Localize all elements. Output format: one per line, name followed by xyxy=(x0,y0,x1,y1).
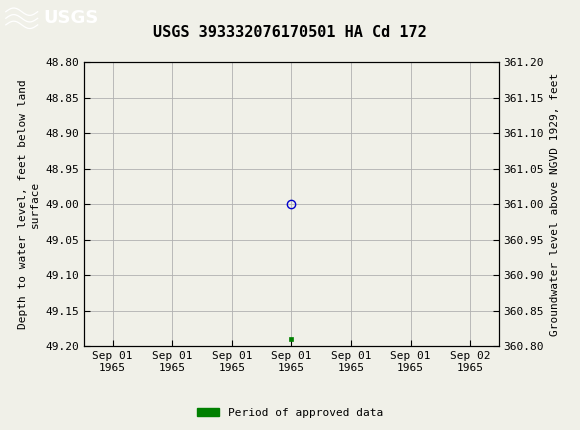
Y-axis label: Depth to water level, feet below land
surface: Depth to water level, feet below land su… xyxy=(19,80,40,329)
Text: USGS 393332076170501 HA Cd 172: USGS 393332076170501 HA Cd 172 xyxy=(153,25,427,40)
Text: USGS: USGS xyxy=(44,9,99,27)
Y-axis label: Groundwater level above NGVD 1929, feet: Groundwater level above NGVD 1929, feet xyxy=(550,73,560,336)
Legend: Period of approved data: Period of approved data xyxy=(193,403,387,422)
